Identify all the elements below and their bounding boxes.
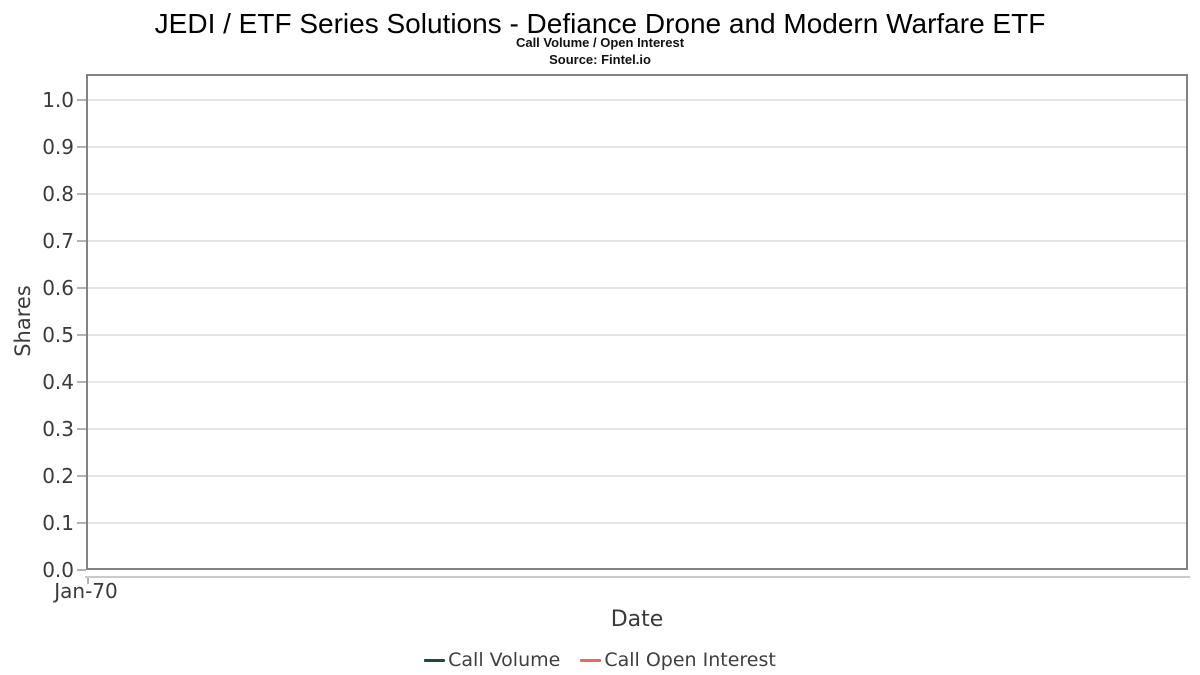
gridline [88,193,1186,195]
y-tick-label: 1.0 [42,88,74,112]
y-tick-label: 0.2 [42,464,74,488]
y-tick-mark [77,381,86,383]
gridline [88,146,1186,148]
y-tick-label: 0.0 [42,558,74,582]
y-tick-label: 0.6 [42,276,74,300]
gridline [88,475,1186,477]
y-tick-mark [77,522,86,524]
x-tick-mark [87,578,89,584]
legend-label: Call Open Interest [604,649,776,671]
y-tick-mark [77,475,86,477]
gridline [88,381,1186,383]
y-tick-label: 0.3 [42,417,74,441]
y-tick-label: 0.5 [42,323,74,347]
y-tick-mark [77,193,86,195]
y-tick-mark [77,240,86,242]
plot-area [86,74,1188,570]
legend-line-swatch [580,658,602,662]
y-tick-mark [77,334,86,336]
y-tick-label: 0.1 [42,511,74,535]
y-tick-label: 0.7 [42,229,74,253]
gridline [88,99,1186,101]
gridline [88,334,1186,336]
y-tick-mark [77,287,86,289]
chart-title: JEDI / ETF Series Solutions - Defiance D… [154,8,1046,39]
y-tick-mark [77,146,86,148]
gridline [88,522,1186,524]
legend: Call Volume Call Open Interest [0,646,1200,674]
gridline [88,428,1186,430]
y-tick-mark [77,99,86,101]
legend-label: Call Volume [448,649,561,671]
y-tick-label: 0.4 [42,370,74,394]
chart-subtitle: Call Volume / Open Interest [515,35,685,50]
gridline [88,240,1186,242]
gridline [88,287,1186,289]
x-axis-title: Date [610,607,664,632]
x-tick-label: Jan-70 [54,579,118,603]
x-axis-line [85,576,1190,578]
y-tick-label: 0.9 [42,135,74,159]
legend-item[interactable]: Call Volume [424,649,560,671]
legend-item[interactable]: Call Open Interest [580,649,776,671]
legend-line-swatch [424,658,446,662]
y-tick-label: 0.8 [42,182,74,206]
chart-source: Source: Fintel.io [549,52,651,67]
y-tick-mark [77,428,86,430]
y-tick-mark [77,569,86,571]
